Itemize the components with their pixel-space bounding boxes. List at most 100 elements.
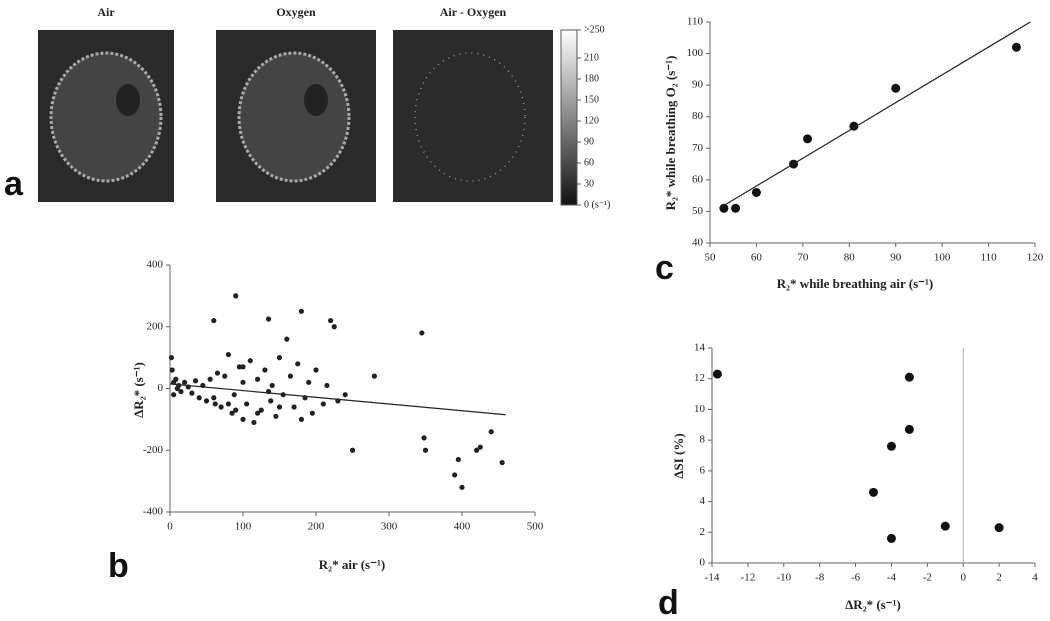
x-tick-label: 200 bbox=[308, 521, 325, 533]
panel-label: b bbox=[108, 547, 129, 585]
point bbox=[298, 416, 304, 422]
image-air-tissue bbox=[49, 51, 163, 183]
y-tick-label: 0 bbox=[158, 382, 164, 394]
x-tick-label: 2 bbox=[996, 572, 1002, 584]
point bbox=[222, 373, 228, 379]
y-tick-label: 100 bbox=[687, 47, 704, 59]
point bbox=[499, 460, 505, 466]
trendline bbox=[169, 383, 506, 416]
point bbox=[891, 83, 901, 93]
image-air-feature bbox=[116, 84, 140, 116]
point bbox=[313, 367, 319, 373]
images bbox=[38, 29, 578, 206]
colorbar-tick-label: 150 bbox=[584, 94, 599, 105]
point bbox=[171, 392, 177, 398]
image-difference bbox=[393, 30, 553, 202]
x-tick-label: 80 bbox=[844, 252, 856, 264]
y-tick-label: 200 bbox=[147, 320, 164, 332]
image-title: Oxygen bbox=[276, 5, 316, 19]
point bbox=[247, 358, 253, 364]
point bbox=[168, 355, 175, 361]
y-tick-label: 12 bbox=[694, 372, 705, 384]
point bbox=[342, 392, 348, 398]
panel-label: a bbox=[4, 165, 24, 203]
point bbox=[240, 364, 246, 370]
image-title: Air bbox=[97, 5, 115, 19]
point bbox=[262, 367, 268, 373]
point bbox=[455, 456, 461, 463]
x-tick-label: 110 bbox=[981, 252, 998, 264]
point bbox=[273, 413, 279, 419]
point bbox=[218, 404, 224, 410]
x-tick-label: 120 bbox=[1027, 252, 1044, 264]
point bbox=[474, 447, 480, 453]
point bbox=[751, 187, 761, 197]
x-tick-label: -4 bbox=[887, 572, 897, 584]
point bbox=[265, 316, 272, 322]
point bbox=[214, 370, 221, 376]
point bbox=[276, 404, 283, 410]
point bbox=[244, 401, 250, 407]
x-tick-label: -8 bbox=[815, 572, 825, 584]
y-tick-label: 90 bbox=[692, 79, 704, 91]
x-tick-label: 500 bbox=[527, 521, 544, 533]
colorbar-tick-label: 120 bbox=[584, 115, 599, 126]
point bbox=[349, 447, 356, 453]
panel-label: c bbox=[655, 249, 674, 287]
point bbox=[291, 404, 297, 410]
x-tick-label: 100 bbox=[934, 252, 951, 264]
x-axis-label: R₂* air (s⁻¹) bbox=[319, 557, 385, 572]
colorbar-tick-label: 60 bbox=[584, 157, 594, 168]
point bbox=[203, 398, 210, 404]
colorbar-tick-label: 90 bbox=[584, 136, 594, 147]
point bbox=[886, 441, 896, 451]
y-tick-label: 2 bbox=[700, 526, 706, 538]
point bbox=[712, 369, 722, 379]
y-tick-label: 40 bbox=[692, 237, 704, 249]
point bbox=[459, 484, 465, 490]
y-tick-label: 4 bbox=[700, 495, 706, 507]
x-tick-label: -14 bbox=[705, 572, 720, 584]
point bbox=[229, 410, 235, 416]
colorbar-tick-label: 180 bbox=[584, 73, 599, 84]
y-tick-label: 6 bbox=[700, 464, 706, 476]
y-axis-label: R₂* while breathing O₂ (s⁻¹) bbox=[663, 56, 678, 211]
y-tick-label: 400 bbox=[147, 259, 164, 271]
image-title: Air - Oxygen bbox=[440, 5, 507, 19]
x-tick-label: -12 bbox=[741, 572, 756, 584]
point bbox=[169, 367, 175, 373]
y-axis-label: ΔSI (%) bbox=[671, 433, 686, 478]
y-axis-label: ΔR₂* (s⁻¹) bbox=[131, 362, 146, 418]
point bbox=[306, 379, 312, 385]
point bbox=[255, 410, 261, 416]
point bbox=[298, 308, 304, 314]
point bbox=[231, 392, 237, 398]
point bbox=[320, 401, 326, 407]
image-difference-rim bbox=[414, 52, 526, 182]
point bbox=[192, 378, 199, 384]
point bbox=[225, 401, 231, 407]
y-tick-label: 10 bbox=[694, 403, 706, 415]
point bbox=[211, 317, 217, 324]
x-tick-label: 0 bbox=[167, 521, 173, 533]
y-tick-label: 60 bbox=[692, 173, 704, 185]
point bbox=[178, 388, 184, 395]
x-tick-label: 70 bbox=[797, 252, 809, 264]
point bbox=[211, 395, 217, 401]
point bbox=[189, 390, 195, 396]
y-tick-label: 70 bbox=[692, 142, 704, 154]
point bbox=[904, 372, 914, 382]
point bbox=[295, 361, 301, 367]
colorbar-tick-label: 30 bbox=[584, 178, 594, 189]
point bbox=[324, 382, 330, 389]
x-tick-label: -2 bbox=[923, 572, 932, 584]
x-tick-label: 300 bbox=[381, 521, 398, 533]
point bbox=[287, 373, 294, 379]
point bbox=[419, 330, 425, 336]
x-tick-label: 0 bbox=[960, 572, 966, 584]
point bbox=[240, 416, 246, 422]
point bbox=[488, 429, 494, 435]
point bbox=[421, 435, 427, 441]
point bbox=[803, 134, 812, 144]
